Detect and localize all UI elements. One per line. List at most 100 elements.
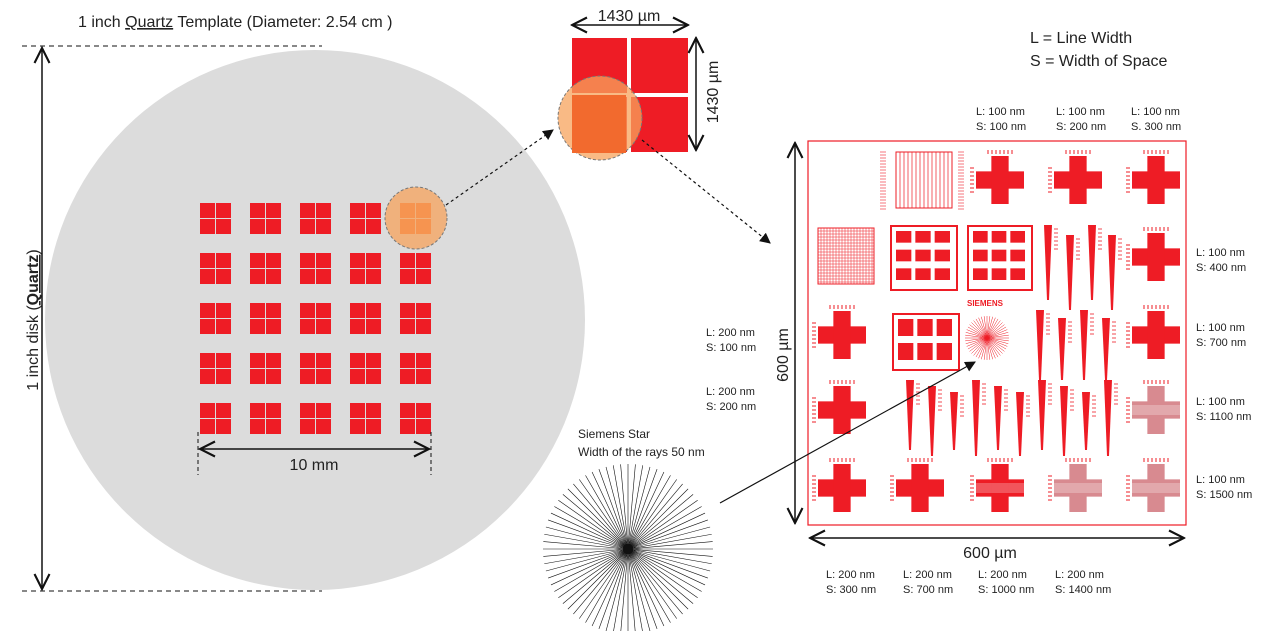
mini-star-ray xyxy=(965,334,988,339)
star-center xyxy=(623,544,633,554)
bottom-label-s: S: 1400 nm xyxy=(1055,584,1111,596)
chip-quadrant xyxy=(250,319,265,334)
striped-cross xyxy=(970,458,1024,512)
star-ray xyxy=(627,548,706,586)
pad xyxy=(934,231,950,243)
mini-star-ray xyxy=(986,326,1007,339)
star-ray xyxy=(567,488,629,550)
cross-structure xyxy=(1126,227,1180,281)
chip-quadrant xyxy=(250,219,265,234)
star-ray xyxy=(627,471,665,550)
right-label-s: S: 1500 nm xyxy=(1196,489,1252,501)
chip xyxy=(300,203,331,234)
striped-cross xyxy=(1126,380,1180,434)
chip-quadrant xyxy=(266,319,281,334)
mini-star-ray xyxy=(971,322,988,339)
star-ray xyxy=(605,548,629,631)
pattern-height-label: 600 µm xyxy=(775,328,792,382)
mini-star-ray xyxy=(975,318,988,339)
star-ray xyxy=(627,548,689,610)
needle-structure xyxy=(1108,235,1122,310)
needle-structure xyxy=(1060,386,1074,456)
mini-star-ray xyxy=(986,317,996,339)
mini-star-ray xyxy=(986,337,991,360)
pad xyxy=(973,268,988,280)
mini-star-ray xyxy=(981,337,988,360)
pad xyxy=(991,249,1007,262)
mini-star-ray xyxy=(981,316,988,339)
needle-structure xyxy=(972,380,986,456)
chip-quadrant xyxy=(300,403,315,418)
star-ray xyxy=(627,548,711,572)
star-ray xyxy=(605,466,629,550)
cross-structure xyxy=(1126,305,1180,359)
chip-quadrant xyxy=(266,253,281,268)
top-label-s: S: 100 nm xyxy=(976,121,1026,133)
chip-quadrant xyxy=(266,403,281,418)
right-label-l: L: 100 nm xyxy=(1196,396,1245,408)
chip-quadrant xyxy=(216,419,231,434)
chip-quadrant xyxy=(300,219,315,234)
star-ray xyxy=(627,548,636,631)
cross-structure xyxy=(812,380,866,434)
mini-star-ray xyxy=(983,316,988,339)
mini-star-ray xyxy=(967,326,988,339)
needle-structure xyxy=(1066,235,1080,310)
chip-quadrant xyxy=(416,419,431,434)
needle-structure xyxy=(1102,318,1116,380)
needle-structure xyxy=(1088,225,1102,300)
bottom-label-l: L: 200 nm xyxy=(1055,569,1104,581)
mini-star-ray xyxy=(986,318,999,339)
cross-bar-v xyxy=(911,464,929,512)
cross-bar-v xyxy=(1147,233,1165,281)
star-ray xyxy=(627,541,713,550)
chip xyxy=(300,253,331,284)
chip-quadrant xyxy=(300,253,315,268)
pad xyxy=(934,268,950,280)
chip xyxy=(250,203,281,234)
chip-quadrant xyxy=(366,419,381,434)
pad xyxy=(973,249,988,262)
star-ray xyxy=(627,464,636,550)
star-ray xyxy=(554,506,629,550)
needle xyxy=(1044,225,1052,300)
chip xyxy=(300,403,331,434)
chip-quadrant xyxy=(416,303,431,318)
chip xyxy=(350,203,381,234)
star-ray xyxy=(627,506,702,550)
pad xyxy=(898,319,914,336)
mini-star-ray xyxy=(986,324,1005,339)
pattern-width-label: 600 µm xyxy=(963,545,1017,562)
star-ray xyxy=(548,548,629,579)
top-label-s: S: 200 nm xyxy=(1056,121,1106,133)
left-label-s: S: 200 nm xyxy=(706,401,756,413)
star-ray xyxy=(544,548,629,565)
chip-highlight-circle xyxy=(384,186,448,250)
pad-frame xyxy=(967,225,1033,291)
pad xyxy=(991,231,1007,243)
bottom-labels: L: 200 nm S: 300 nm L: 200 nm S: 700 nm L: 2… xyxy=(826,569,1111,596)
chip-quadrant xyxy=(300,419,315,434)
top-labels: L: 100 nm S: 100 nm L: 100 nm S: 200 nm L: 1… xyxy=(976,106,1181,133)
needle-structure xyxy=(1080,310,1094,380)
star-ray xyxy=(562,494,629,550)
star-title: Siemens Star xyxy=(578,427,650,441)
mini-star-ray xyxy=(973,320,988,339)
star-ray xyxy=(627,475,671,550)
chip-quadrant xyxy=(400,353,415,368)
bottom-label-l: L: 200 nm xyxy=(826,569,875,581)
star-ray xyxy=(627,548,713,557)
cross-bar-v xyxy=(833,386,851,434)
star-ray xyxy=(627,488,689,550)
template-title: 1 inch Quartz Template (Diameter: 2.54 c… xyxy=(78,14,393,31)
star-ray xyxy=(567,548,629,610)
needle xyxy=(1066,235,1074,310)
chip-height-label: 1430 µm xyxy=(705,61,722,124)
bottom-label-s: S: 1000 nm xyxy=(978,584,1034,596)
mini-star-ray xyxy=(986,322,1003,339)
chip-quadrant xyxy=(216,203,231,218)
chip-quadrant xyxy=(416,269,431,284)
star-ray xyxy=(598,469,629,550)
star-ray xyxy=(627,548,671,623)
star-ray xyxy=(558,548,629,598)
